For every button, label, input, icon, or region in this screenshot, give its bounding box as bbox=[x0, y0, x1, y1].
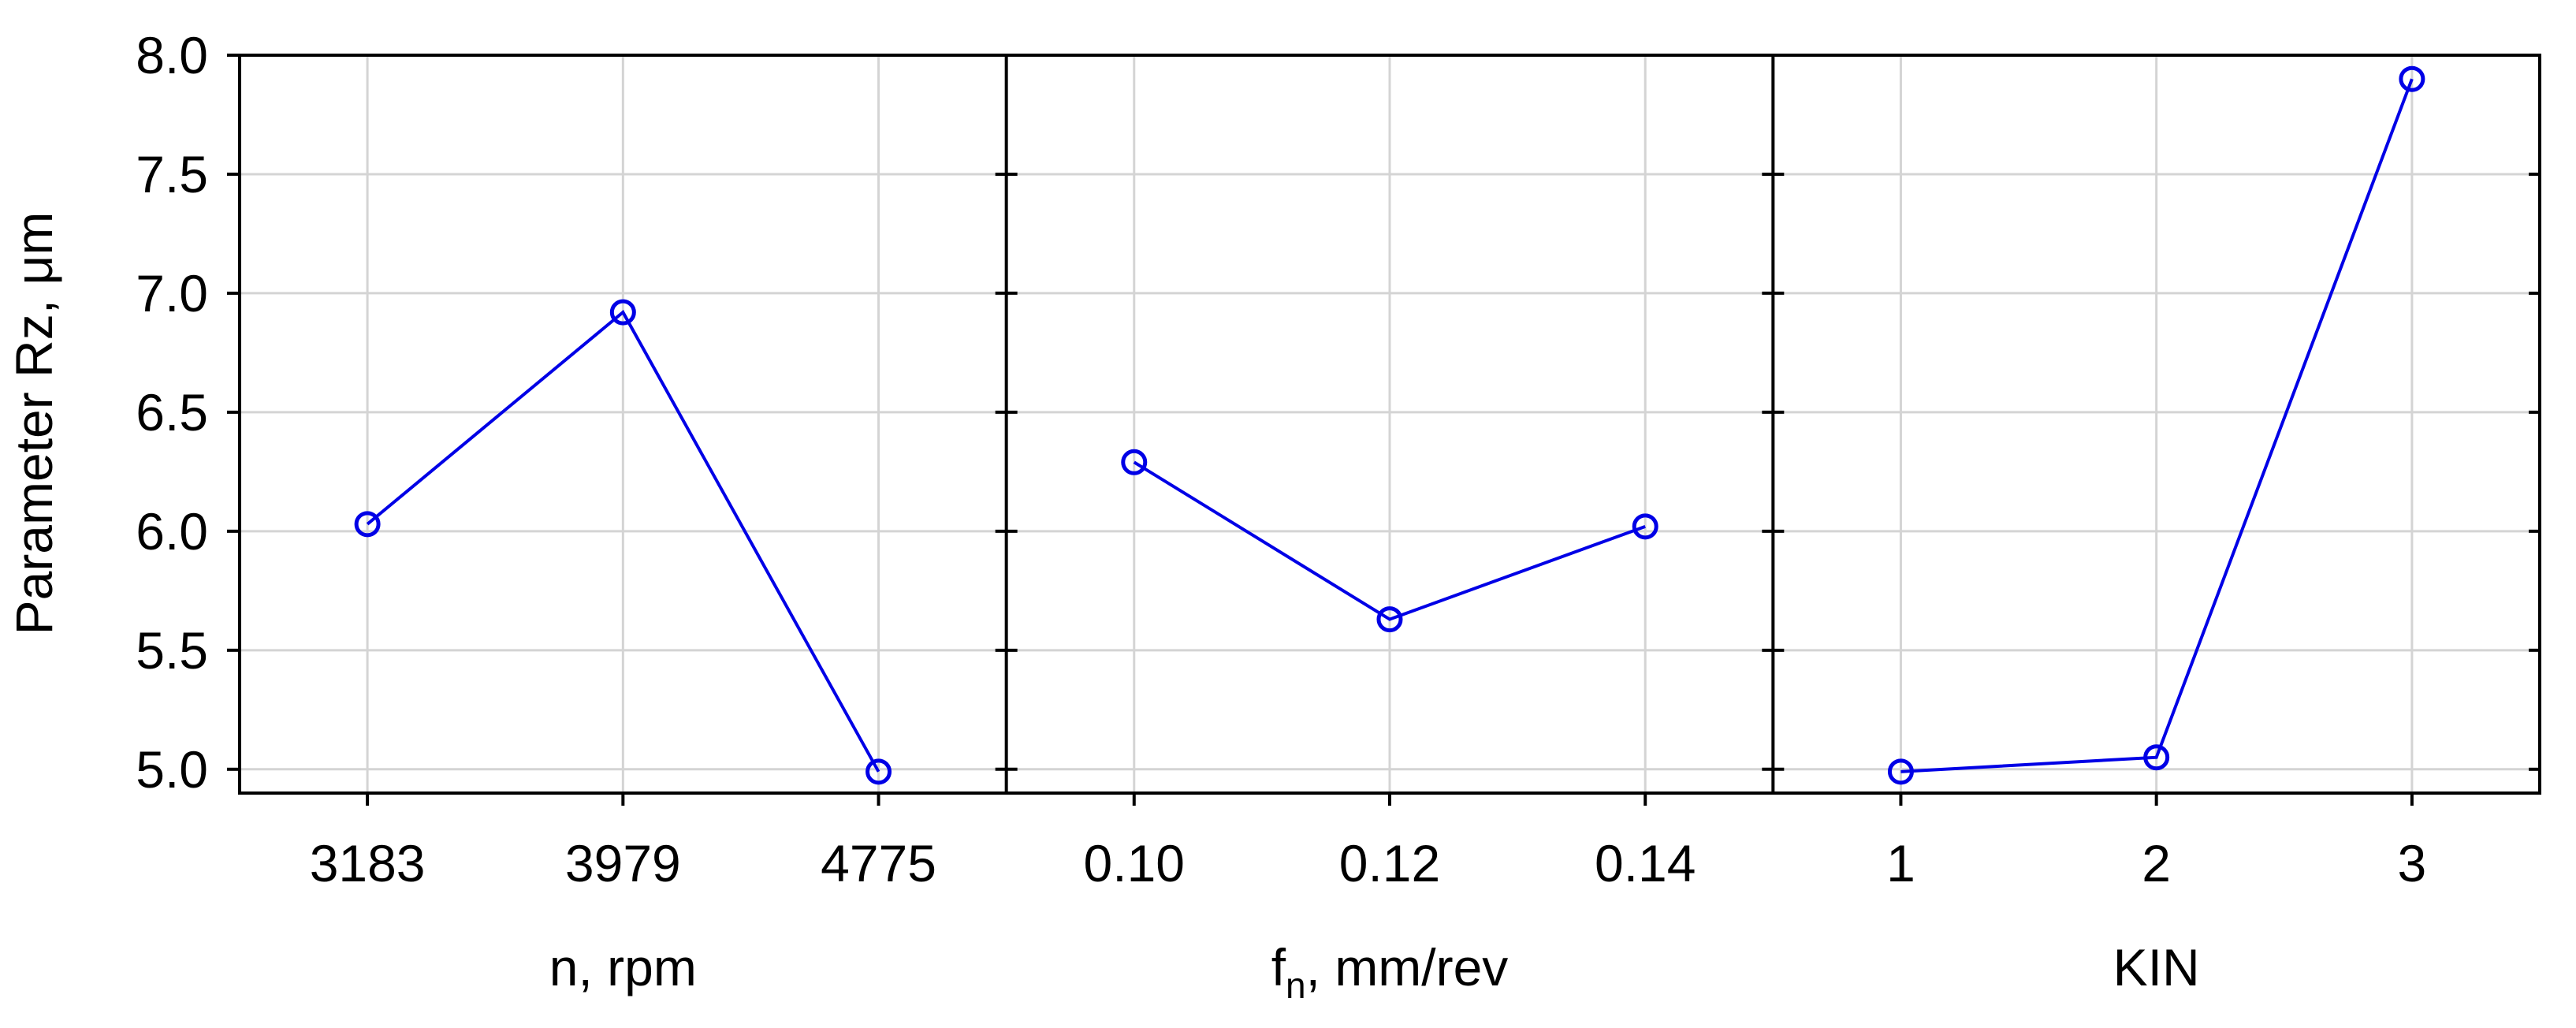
data-point-marker bbox=[1121, 449, 1148, 475]
y-tick-label: 7.0 bbox=[136, 264, 208, 322]
data-point-marker bbox=[2143, 744, 2170, 771]
series-layer bbox=[354, 65, 2425, 785]
x-axis-label-main: KIN bbox=[2113, 938, 2200, 996]
x-axis-label-main: f bbox=[1271, 938, 1286, 996]
x-tick-label: 0.10 bbox=[1084, 834, 1185, 892]
x-tick-label: 2 bbox=[2142, 834, 2171, 892]
data-point-marker bbox=[1376, 606, 1403, 633]
x-axis-label: n, rpm bbox=[549, 938, 697, 996]
data-point-marker bbox=[354, 511, 381, 538]
x-tick-label: 0.12 bbox=[1339, 834, 1440, 892]
y-tick-label: 7.5 bbox=[136, 145, 208, 203]
series-line bbox=[1900, 78, 2414, 773]
x-tick-label: 3183 bbox=[310, 834, 426, 892]
data-point-marker bbox=[2399, 65, 2425, 92]
series-line bbox=[1133, 460, 1646, 621]
x-axis-label-subscript: n bbox=[1286, 965, 1306, 1006]
y-tick-label: 5.5 bbox=[136, 621, 208, 680]
y-tick-label: 8.0 bbox=[136, 26, 208, 84]
x-axis-label-main: n, rpm bbox=[549, 938, 697, 996]
y-tick-label: 5.0 bbox=[136, 740, 208, 799]
x-tick-label: 0.14 bbox=[1595, 834, 1696, 892]
data-point-marker bbox=[1887, 758, 1914, 785]
y-axis-label: Parameter Rz, μm bbox=[5, 212, 63, 635]
y-tick-label: 6.0 bbox=[136, 502, 208, 561]
x-tick-label: 3 bbox=[2398, 834, 2427, 892]
x-tick-label: 4775 bbox=[821, 834, 936, 892]
x-axes: 3183 3979 4775 n, rpm 0.10 0.12 0.14 fn, mm/rev… bbox=[310, 793, 2427, 1006]
x-tick-label: 3979 bbox=[565, 834, 681, 892]
x-axis-label: fn, mm/rev bbox=[1271, 938, 1509, 1006]
y-tick-label: 6.5 bbox=[136, 383, 208, 441]
x-tick-label: 1 bbox=[1886, 834, 1915, 892]
data-point-marker bbox=[865, 758, 892, 785]
grid-layer bbox=[240, 54, 2540, 793]
x-axis-label: KIN bbox=[2113, 938, 2200, 996]
series-line bbox=[366, 310, 880, 773]
data-point-marker bbox=[609, 299, 636, 326]
data-point-marker bbox=[1632, 513, 1658, 540]
x-axis-label-rest: , mm/rev bbox=[1306, 938, 1509, 996]
y-axis: 5.0 5.5 6.0 6.5 7.0 7.5 8.0 bbox=[136, 26, 2540, 799]
